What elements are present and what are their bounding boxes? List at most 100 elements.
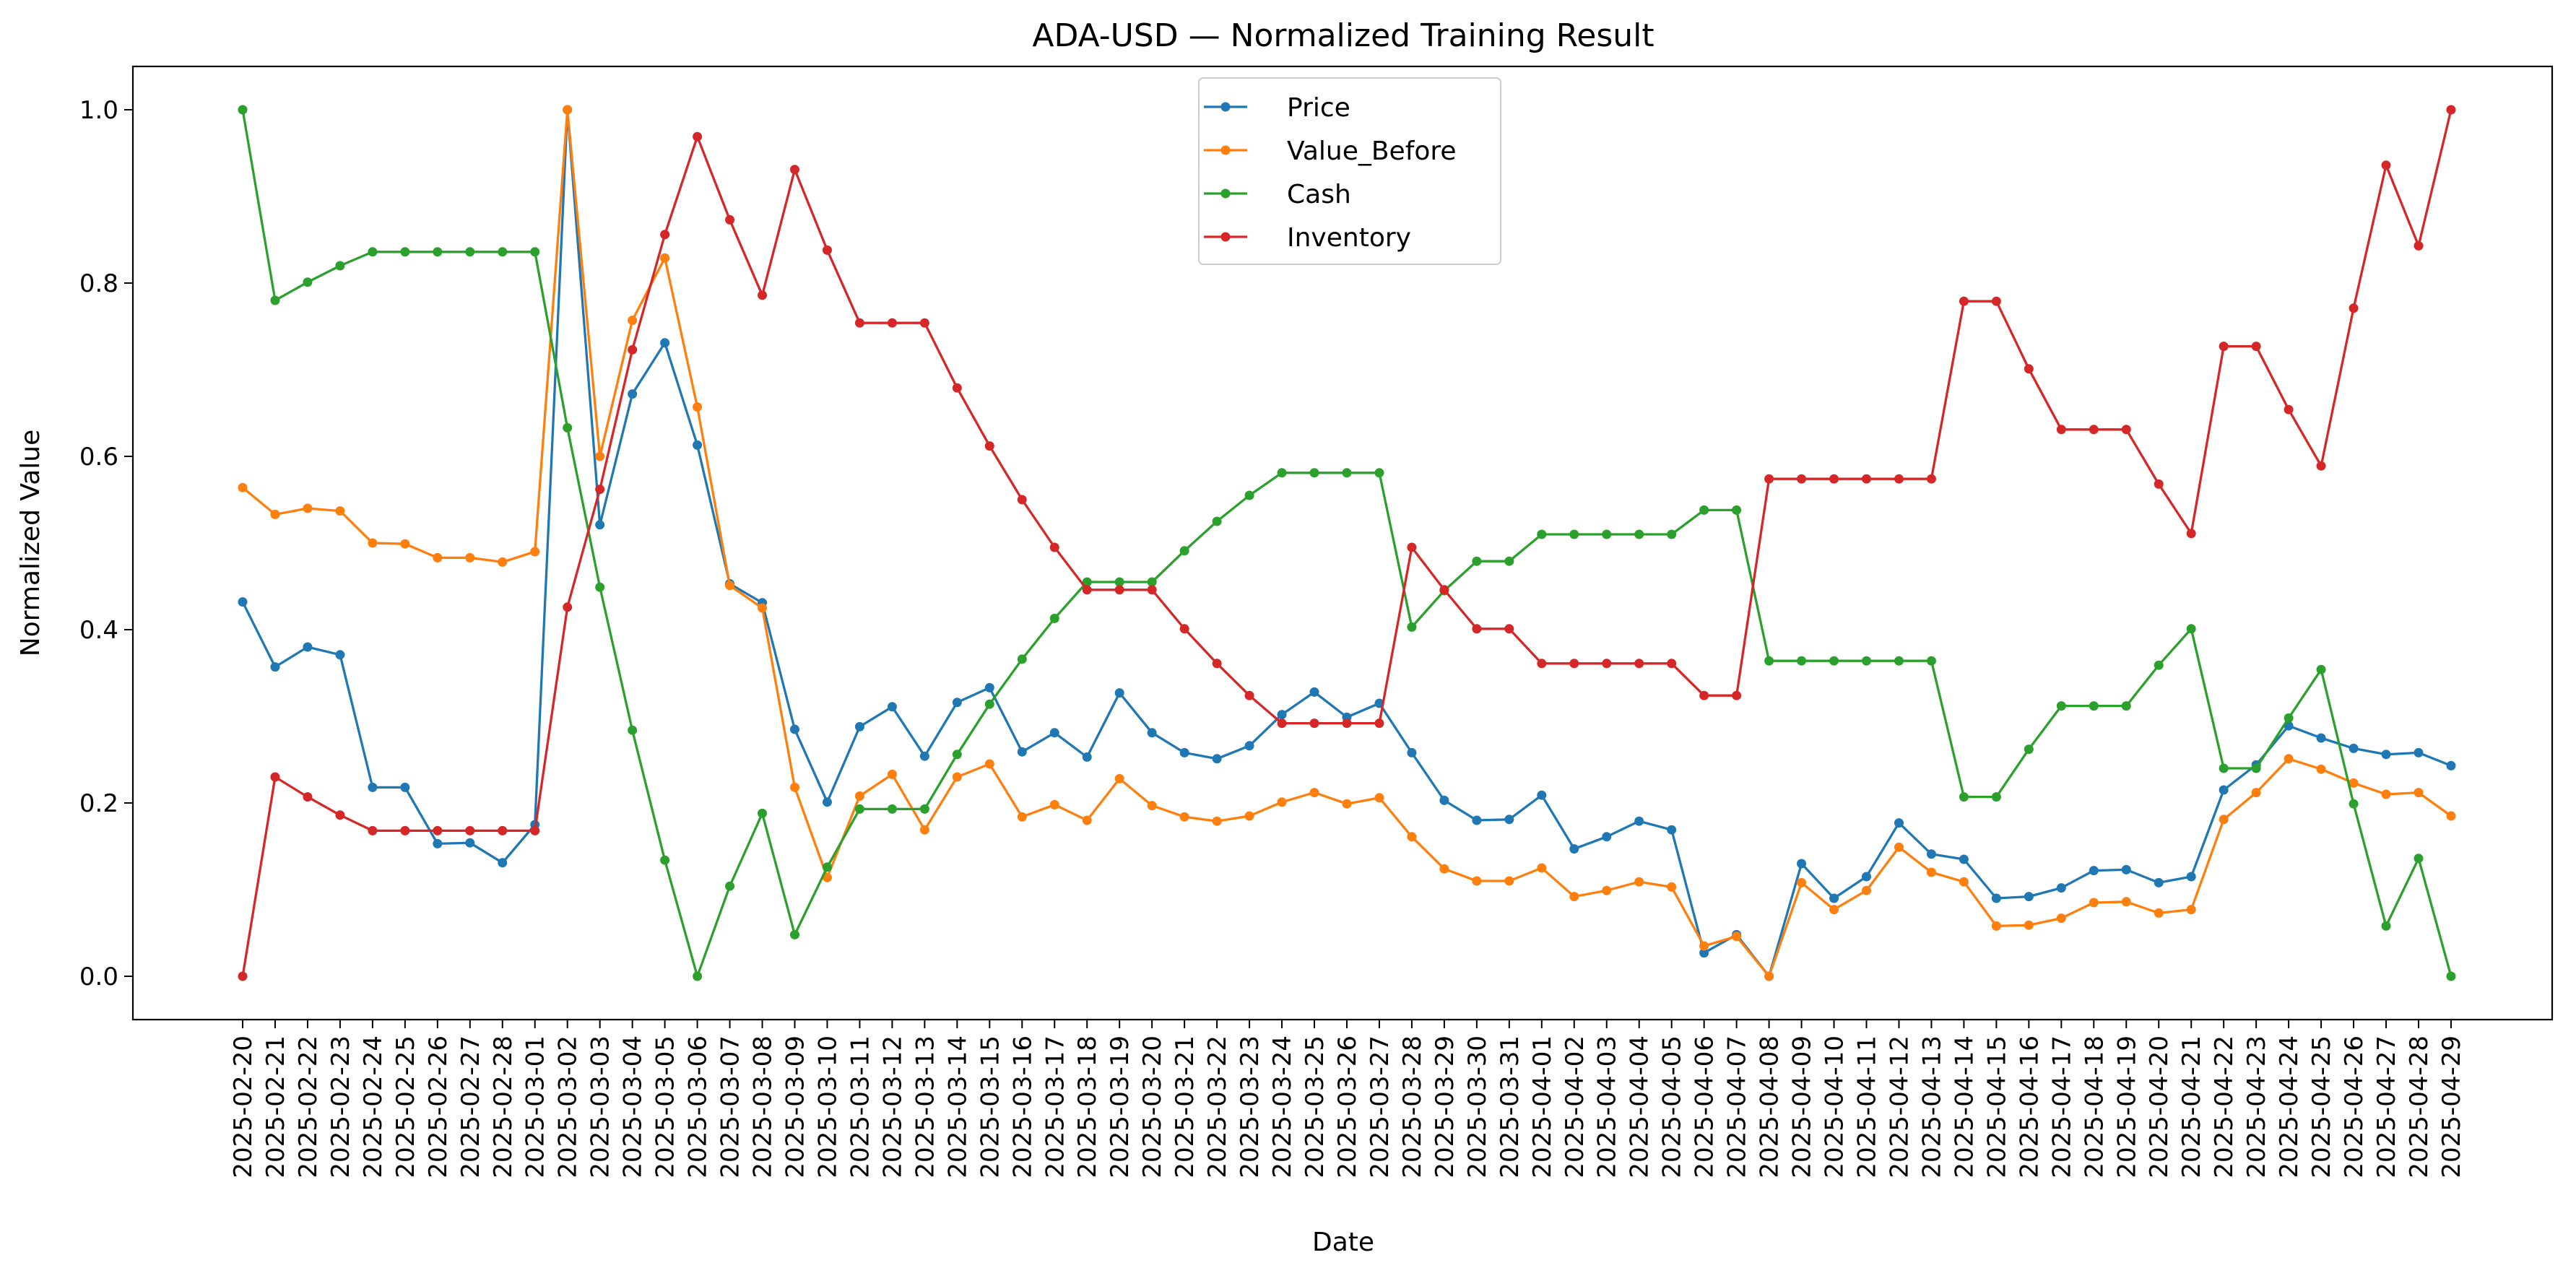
x-tick-label: 2025-03-22 [1203,1035,1232,1178]
data-point [984,759,994,769]
data-point [2089,898,2099,908]
data-point [2381,750,2391,760]
data-point [433,247,443,257]
x-tick-label: 2025-03-14 [943,1035,972,1178]
data-point [530,247,540,257]
data-point [1374,793,1384,803]
data-point [1017,812,1027,822]
data-point [1049,728,1059,738]
x-tick-label: 2025-03-08 [749,1035,778,1178]
data-point [1829,474,1839,484]
data-point [1049,613,1059,623]
data-point [465,838,475,848]
data-point [1667,529,1677,539]
data-point [628,316,638,326]
x-tick-label: 2025-03-05 [651,1035,680,1178]
data-point [1732,690,1742,700]
x-tick-label: 2025-03-01 [521,1035,550,1178]
data-point [2446,105,2456,115]
data-point [238,105,248,115]
data-point [1732,932,1742,942]
data-point [2381,160,2391,170]
data-point [595,451,605,461]
data-point [1504,624,1514,634]
data-point [530,547,540,557]
data-point [1602,885,1612,895]
x-tick-label: 2025-04-13 [1917,1035,1946,1178]
x-tick-label: 2025-02-28 [489,1035,518,1178]
data-point [1894,474,1904,484]
data-point [1082,815,1092,825]
x-axis-label: Date [1312,1228,1374,1257]
data-point [2251,342,2261,352]
data-point [1667,882,1677,892]
x-tick-label: 2025-03-06 [684,1035,713,1178]
data-point [2349,743,2359,753]
data-point [2186,624,2196,634]
data-point [1374,468,1384,478]
data-point [1569,892,1579,902]
data-point [1212,659,1222,669]
data-point [1699,690,1709,700]
data-point [1959,854,1969,864]
data-point [1147,577,1157,587]
data-point [2219,342,2229,352]
y-tick-label: 0.8 [79,269,118,298]
data-point [789,929,799,939]
data-point [2154,660,2164,670]
data-point [1926,867,1936,877]
legend-swatch-marker [1220,102,1231,112]
data-point [1829,905,1839,915]
x-tick-label: 2025-03-30 [1463,1035,1492,1178]
data-point [1212,816,1222,826]
data-point [1049,799,1059,809]
data-point [433,825,443,835]
data-point [1926,474,1936,484]
x-tick-label: 2025-03-03 [586,1035,615,1178]
data-point [2024,364,2034,374]
x-tick-label: 2025-02-24 [359,1035,388,1178]
data-point [2251,763,2261,773]
legend-item: Price [1204,93,1350,123]
x-tick-label: 2025-04-03 [1593,1035,1622,1178]
data-point [368,825,378,835]
data-point [1634,529,1644,539]
data-point [1569,659,1579,669]
x-tick-label: 2025-04-16 [2015,1035,2044,1178]
data-point [1244,741,1254,751]
data-point [1991,296,2001,306]
data-point [1017,654,1027,664]
data-point [433,838,443,848]
data-point [660,338,670,348]
data-point [2251,788,2261,798]
x-tick-label: 2025-04-09 [1788,1035,1817,1178]
x-tick-label: 2025-04-24 [2275,1035,2304,1178]
data-point [2219,763,2229,773]
data-point [1926,849,1936,859]
data-point [1309,788,1319,798]
legend-item: Inventory [1204,223,1411,253]
data-point [1114,688,1124,698]
data-point [1407,542,1417,552]
data-point [660,253,670,263]
data-point [2316,764,2326,774]
data-point [628,344,638,355]
x-tick-label: 2025-04-06 [1691,1035,1719,1178]
data-point [1829,893,1839,903]
x-tick-label: 2025-04-23 [2242,1035,2271,1178]
x-tick-label: 2025-03-23 [1236,1035,1265,1178]
data-point [1342,799,1352,809]
x-tick-label: 2025-04-17 [2047,1035,2076,1178]
data-point [400,782,410,792]
data-point [1797,656,1807,666]
data-point [368,782,378,792]
data-point [498,858,508,868]
data-point [1082,752,1092,762]
data-point [1407,747,1417,757]
data-point [2381,921,2391,931]
x-tick-label: 2025-03-19 [1106,1035,1135,1178]
data-point [335,650,345,660]
data-point [822,245,832,255]
data-point [887,702,897,712]
data-point [400,539,410,549]
